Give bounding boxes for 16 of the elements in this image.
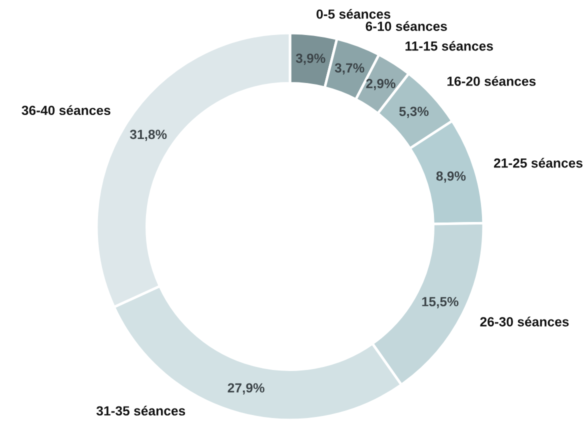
slice-label: 16-20 séances	[447, 76, 536, 86]
data-label: 15,5%	[422, 296, 458, 308]
slice-label: 31-35 séances	[96, 406, 186, 416]
slice-label: 11-15 séances	[406, 40, 493, 51]
slice-label: 0-5 séances	[316, 8, 390, 19]
slice-label: 36-40 séances	[22, 105, 110, 116]
slice-label: 26-30 séances	[480, 316, 569, 326]
data-label: 31,8%	[130, 130, 167, 141]
data-label: 3,9%	[296, 54, 326, 65]
slice-label: 21-25 séances	[494, 158, 582, 168]
data-label: 5,3%	[399, 106, 429, 118]
data-label: 27,9%	[228, 383, 264, 394]
data-label: 8,9%	[436, 171, 466, 183]
data-label: 3,7%	[334, 63, 364, 74]
slice-label: 6-10 séances	[366, 21, 447, 31]
data-label: 2,9%	[366, 78, 396, 90]
